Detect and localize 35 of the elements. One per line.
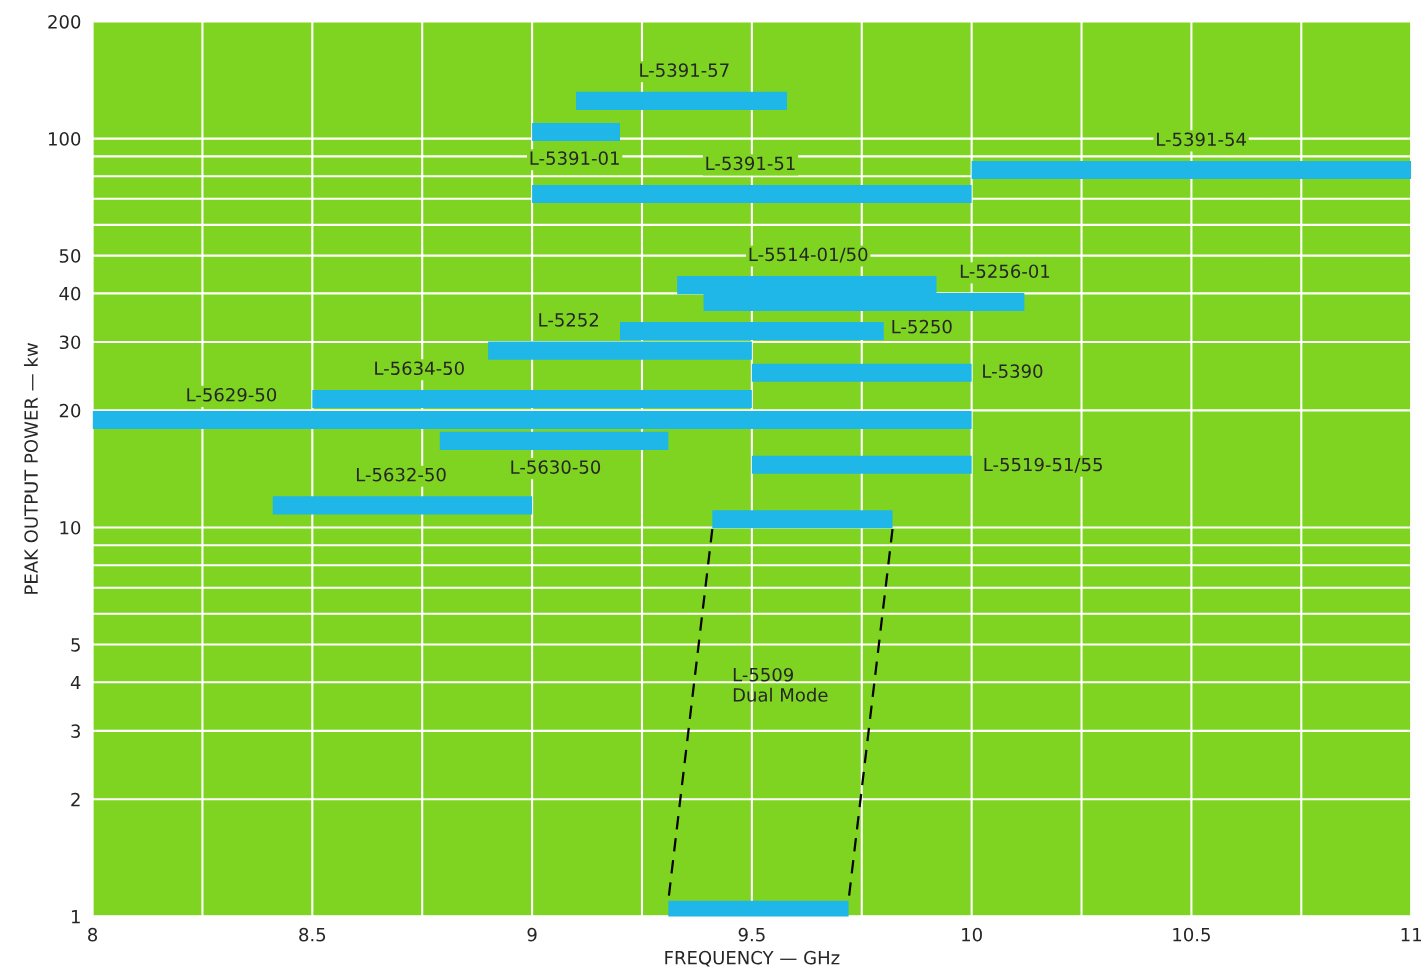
y-tick-label: 30 xyxy=(59,335,81,350)
series-label: L-5252 xyxy=(539,313,598,327)
x-tick-label: 8 xyxy=(88,927,98,942)
x-tick-label: 10.5 xyxy=(1173,927,1210,942)
x-tick-label: 11 xyxy=(1401,928,1421,942)
series-label: L-5632-50 xyxy=(356,467,446,482)
y-tick-label: 200 xyxy=(48,14,81,29)
y-tick-label: 20 xyxy=(59,403,81,418)
series-label: L-5250 xyxy=(892,319,952,334)
x-tick-label: 10 xyxy=(962,927,982,942)
y-tick-label: 5 xyxy=(71,638,80,652)
y-tick-label: 10 xyxy=(60,520,81,535)
y-tick-label: 100 xyxy=(48,132,81,146)
series-label: L-5630-50 xyxy=(511,460,601,474)
series-label: L-5519-51/55 xyxy=(984,457,1102,473)
y-tick-label: 40 xyxy=(59,286,81,301)
series-label: L-5391-54 xyxy=(1157,132,1246,147)
y-tick-label: 2 xyxy=(71,792,80,807)
y-axis-title: PEAK OUTPUT POWER — kw xyxy=(23,343,38,594)
series-label: L-5391-57 xyxy=(640,63,729,77)
x-tick-label: 9 xyxy=(527,927,537,942)
y-tick-label: 4 xyxy=(70,675,81,690)
series-label: L-5391-51 xyxy=(706,156,795,171)
y-tick-label: 3 xyxy=(71,724,80,738)
x-axis-title: FREQUENCY — GHz xyxy=(665,950,840,967)
x-tick-label: 9.5 xyxy=(738,927,765,942)
y-tick-label: 50 xyxy=(59,249,81,263)
series-label: L-5256-01 xyxy=(960,264,1050,279)
series-label: L-5634-50 xyxy=(375,361,464,376)
series-label: L-5390 xyxy=(983,364,1043,378)
x-tick-label: 8.5 xyxy=(299,927,326,942)
series-label: L-5391-01 xyxy=(530,151,619,165)
series-label: L-5514-01/50 xyxy=(749,247,868,263)
y-tick-label: 1 xyxy=(71,910,80,924)
series-label: L-5629-50 xyxy=(187,387,277,402)
